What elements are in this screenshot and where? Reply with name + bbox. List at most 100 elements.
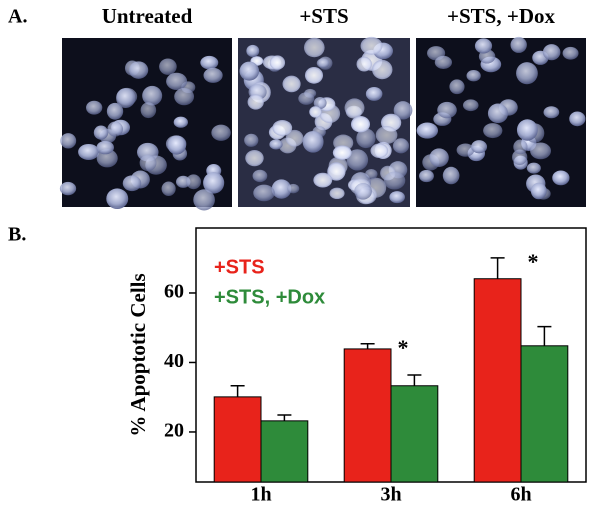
nucleus <box>313 172 333 188</box>
nucleus <box>365 86 383 101</box>
nucleus <box>389 191 405 204</box>
nucleus <box>166 72 188 91</box>
nucleus <box>510 36 527 53</box>
nucleus <box>122 175 142 192</box>
nucleus <box>356 56 372 72</box>
nucleus <box>434 55 453 69</box>
nucleus <box>474 38 493 54</box>
nucleus <box>107 121 124 137</box>
nucleus <box>466 70 481 82</box>
nucleus <box>203 172 225 194</box>
nucleus <box>437 101 457 119</box>
legend-entry: +STS, +Dox <box>214 286 325 308</box>
micrograph <box>59 38 232 211</box>
error-bar <box>277 414 292 421</box>
nucleus <box>128 61 149 79</box>
nucleus <box>356 128 376 149</box>
nucleus <box>360 36 383 55</box>
nucleus <box>332 145 352 160</box>
nucleus <box>346 149 369 171</box>
nucleus <box>309 106 322 118</box>
nucleus <box>298 92 315 105</box>
error-bar <box>407 374 422 386</box>
nucleus <box>239 61 260 81</box>
nucleus <box>543 106 560 119</box>
nucleus <box>60 133 77 149</box>
nucleus <box>516 62 538 85</box>
error-bar <box>490 257 505 279</box>
nucleus <box>159 58 177 75</box>
nucleus <box>350 115 371 133</box>
nucleus <box>487 103 509 124</box>
image-caption: Untreated <box>102 4 193 28</box>
nucleus <box>562 46 579 60</box>
nucleus <box>247 94 264 110</box>
x-tick-label: 3h <box>380 484 401 506</box>
nucleus <box>200 55 219 70</box>
x-tick-label: 6h <box>510 484 531 506</box>
nucleus <box>569 111 586 127</box>
nucleus <box>106 188 129 210</box>
nucleus <box>530 182 547 200</box>
y-tick-label: 20 <box>164 420 184 442</box>
nucleus <box>552 170 570 186</box>
error-bar <box>360 342 375 349</box>
bar <box>473 278 522 483</box>
panel-label: A. <box>8 6 27 28</box>
nucleus <box>375 125 398 145</box>
micrograph <box>416 36 586 207</box>
legend-entry: +STS <box>214 256 265 278</box>
nucleus <box>416 122 439 139</box>
nucleus <box>365 169 378 180</box>
bar <box>390 385 439 483</box>
nucleus <box>139 154 157 172</box>
nucleus <box>456 143 475 157</box>
nucleus <box>542 44 561 61</box>
nucleus <box>483 123 503 139</box>
bar <box>520 345 569 483</box>
nucleus <box>269 55 286 70</box>
nucleus <box>78 143 100 161</box>
nucleus <box>471 140 488 154</box>
nucleus <box>167 135 187 155</box>
nucleus <box>272 119 293 136</box>
nucleus <box>526 162 541 174</box>
panel-label: B. <box>8 224 26 246</box>
nucleus <box>173 116 188 128</box>
nucleus <box>186 174 202 190</box>
nucleus <box>246 44 260 58</box>
micrograph <box>238 36 413 207</box>
nucleus <box>244 133 259 147</box>
nucleus <box>530 142 551 160</box>
nucleus <box>59 181 77 196</box>
nucleus <box>329 187 345 200</box>
nucleus <box>302 130 324 153</box>
nucleus <box>203 67 223 83</box>
nucleus <box>354 183 372 200</box>
nucleus <box>161 181 176 196</box>
nucleus <box>193 189 215 211</box>
nucleus <box>313 96 327 110</box>
image-caption: +STS <box>299 4 348 28</box>
nucleus <box>516 119 538 141</box>
nucleus <box>140 102 157 119</box>
nucleus <box>372 59 393 80</box>
nucleus <box>245 149 264 167</box>
nucleus <box>287 183 300 194</box>
nucleus <box>252 169 268 183</box>
significance-mark: * <box>398 335 409 360</box>
y-axis-label: % Apoptotic Cells <box>126 273 150 436</box>
nucleus <box>285 129 304 147</box>
bar <box>343 348 392 483</box>
nucleus <box>106 102 124 120</box>
nucleus <box>392 138 409 154</box>
nucleus <box>304 66 324 84</box>
nucleus <box>449 79 465 95</box>
nucleus <box>370 143 389 158</box>
nucleus <box>253 184 275 202</box>
y-tick-label: 40 <box>164 350 184 372</box>
nucleus <box>269 139 283 150</box>
nucleus <box>93 125 109 140</box>
